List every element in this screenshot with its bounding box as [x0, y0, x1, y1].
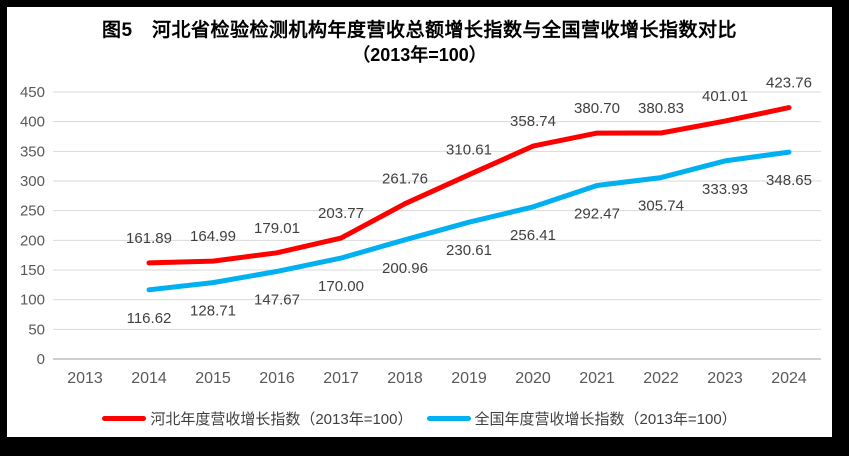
- hebei-data-label: 423.76: [766, 75, 812, 92]
- x-tick-label: 2019: [451, 370, 487, 387]
- hebei-data-label: 164.99: [190, 228, 236, 245]
- y-tick-label: 0: [37, 351, 45, 368]
- hebei-data-label: 401.01: [702, 88, 748, 105]
- y-tick-label: 150: [20, 262, 45, 279]
- national-data-label: 116.62: [127, 310, 172, 327]
- legend-label-national: 全国年度营收增长指数（2013年=100）: [474, 410, 737, 428]
- national-data-label: 128.71: [190, 303, 236, 320]
- x-tick-label: 2017: [323, 370, 359, 387]
- y-tick-label: 100: [20, 292, 45, 309]
- hebei-series-line: [146, 105, 792, 266]
- chart-container: 图5 河北省检验检测机构年度营收总额增长指数与全国营收增长指数对比 （2013年…: [7, 7, 832, 437]
- hebei-data-label: 161.89: [126, 230, 172, 247]
- chart-title: 图5 河北省检验检测机构年度营收总额增长指数与全国营收增长指数对比 （2013年…: [7, 20, 832, 66]
- national-line-swatch: [426, 415, 471, 421]
- legend-label-hebei: 河北年度营收增长指数（2013年=100）: [150, 410, 413, 428]
- x-tick-label: 2022: [643, 370, 679, 387]
- y-tick-label: 250: [20, 203, 45, 220]
- x-tick-label: 2018: [387, 370, 423, 387]
- hebei-data-label: 380.70: [574, 100, 620, 117]
- national-data-label: 333.93: [702, 181, 748, 198]
- y-tick-label: 400: [20, 114, 45, 131]
- national-data-label: 348.65: [766, 172, 812, 189]
- x-tick-label: 2015: [195, 370, 231, 387]
- hebei-data-label: 358.74: [510, 113, 556, 130]
- chart-title-line2: （2013年=100）: [352, 44, 487, 65]
- national-series-line: [146, 149, 792, 293]
- y-tick-label: 450: [20, 84, 45, 101]
- hebei-data-label: 203.77: [318, 205, 364, 222]
- hebei-data-label: 380.83: [638, 100, 684, 117]
- y-tick-label: 300: [20, 173, 45, 190]
- national-data-label: 230.61: [446, 242, 492, 259]
- legend-item-national: 全国年度营收增长指数（2013年=100）: [426, 408, 737, 429]
- x-tick-label: 2021: [579, 370, 615, 387]
- national-data-label: 200.96: [382, 260, 428, 277]
- y-tick-label: 50: [28, 321, 45, 338]
- national-data-label: 292.47: [574, 205, 620, 222]
- legend: 河北年度营收增长指数（2013年=100） 全国年度营收增长指数（2013年=1…: [7, 406, 832, 430]
- plot-area: 0 50 100 150 200 250 300 350 400 450 2013 2014 2015 2…: [20, 75, 821, 387]
- x-tick-label: 2020: [515, 370, 551, 387]
- national-data-label: 170.00: [318, 278, 364, 295]
- hebei-data-label: 179.01: [254, 220, 300, 237]
- hebei-data-label: 261.76: [382, 171, 428, 188]
- national-data-label: 305.74: [638, 198, 684, 215]
- chart-title-line1: 图5 河北省检验检测机构年度营收总额增长指数与全国营收增长指数对比: [101, 20, 738, 41]
- x-tick-label: 2013: [67, 370, 103, 387]
- x-tick-label: 2024: [771, 370, 807, 387]
- legend-item-hebei: 河北年度营收增长指数（2013年=100）: [102, 408, 413, 429]
- y-tick-label: 350: [20, 143, 45, 160]
- national-data-label: 256.41: [510, 227, 556, 244]
- x-tick-label: 2014: [131, 370, 167, 387]
- y-tick-label: 200: [20, 232, 45, 249]
- x-tick-label: 2023: [707, 370, 743, 387]
- national-data-label: 147.67: [254, 291, 300, 308]
- x-tick-label: 2016: [259, 370, 295, 387]
- hebei-data-label: 310.61: [446, 142, 492, 159]
- hebei-line-swatch: [102, 415, 147, 421]
